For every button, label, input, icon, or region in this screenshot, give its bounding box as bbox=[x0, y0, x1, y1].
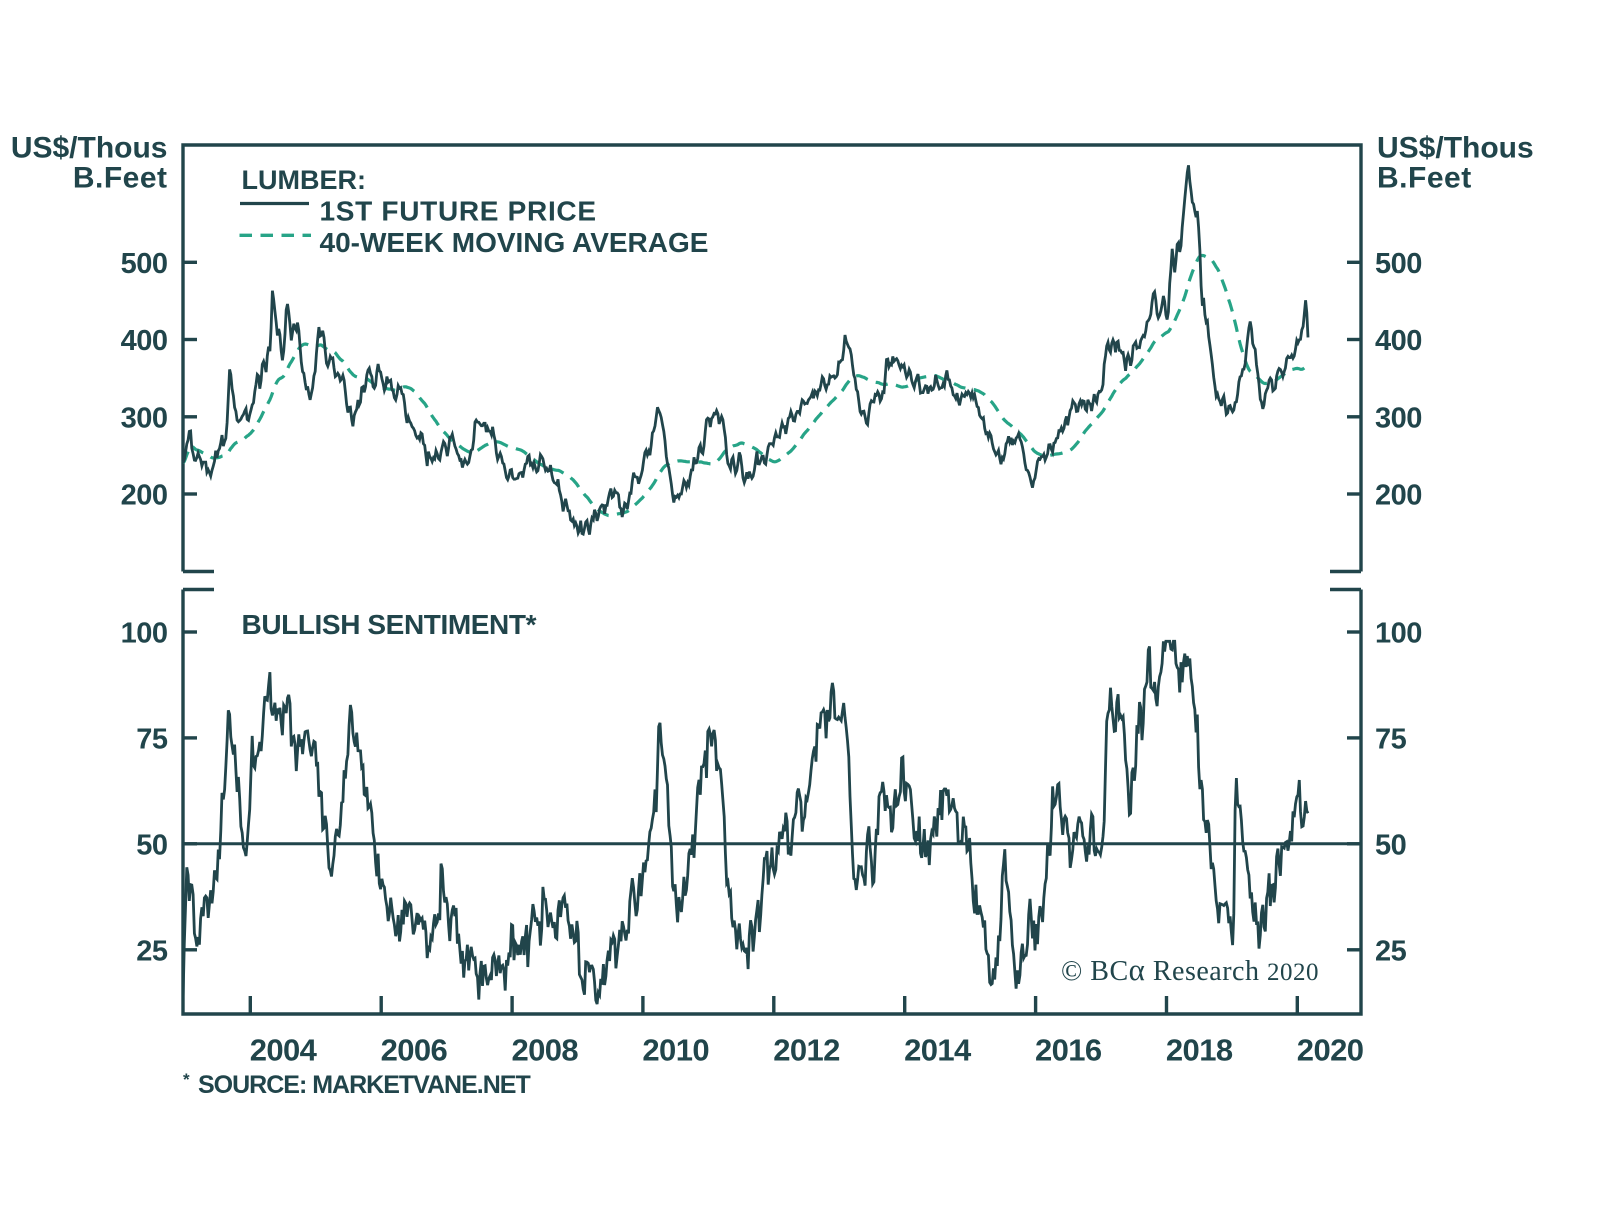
svg-text:2008: 2008 bbox=[512, 1033, 579, 1068]
svg-text:500: 500 bbox=[121, 248, 168, 280]
svg-text:200: 200 bbox=[1375, 479, 1422, 511]
svg-text:1ST FUTURE PRICE: 1ST FUTURE PRICE bbox=[320, 196, 597, 227]
svg-text:B.Feet: B.Feet bbox=[73, 162, 168, 195]
svg-text:100: 100 bbox=[121, 618, 168, 650]
svg-text:100: 100 bbox=[1375, 618, 1422, 650]
svg-text:2006: 2006 bbox=[381, 1033, 448, 1068]
svg-text:2004: 2004 bbox=[250, 1033, 318, 1068]
svg-text:LUMBER:: LUMBER: bbox=[242, 165, 366, 195]
svg-text:300: 300 bbox=[121, 402, 168, 434]
svg-text:2020: 2020 bbox=[1297, 1033, 1364, 1068]
svg-text:*: * bbox=[183, 1070, 190, 1089]
svg-text:B.Feet: B.Feet bbox=[1377, 162, 1472, 195]
svg-text:2016: 2016 bbox=[1035, 1033, 1102, 1068]
svg-text:200: 200 bbox=[121, 479, 168, 511]
svg-text:50: 50 bbox=[136, 829, 167, 861]
svg-text:400: 400 bbox=[1375, 325, 1422, 357]
svg-text:US$/Thous: US$/Thous bbox=[1377, 132, 1534, 165]
svg-text:500: 500 bbox=[1375, 248, 1422, 280]
svg-text:50: 50 bbox=[1375, 829, 1406, 861]
svg-text:25: 25 bbox=[1375, 935, 1407, 967]
svg-text:300: 300 bbox=[1375, 402, 1422, 434]
svg-text:25: 25 bbox=[136, 935, 168, 967]
svg-text:2012: 2012 bbox=[773, 1033, 840, 1068]
svg-text:US$/Thous: US$/Thous bbox=[11, 132, 168, 165]
svg-text:2010: 2010 bbox=[642, 1033, 709, 1068]
svg-text:SOURCE: MARKETVANE.NET: SOURCE: MARKETVANE.NET bbox=[198, 1071, 530, 1099]
svg-text:2018: 2018 bbox=[1166, 1033, 1233, 1068]
svg-text:400: 400 bbox=[121, 325, 168, 357]
svg-text:BULLISH SENTIMENT*: BULLISH SENTIMENT* bbox=[242, 609, 537, 640]
svg-text:75: 75 bbox=[1375, 723, 1407, 755]
svg-text:2014: 2014 bbox=[904, 1033, 972, 1068]
svg-text:75: 75 bbox=[136, 723, 168, 755]
svg-text:40-WEEK MOVING AVERAGE: 40-WEEK MOVING AVERAGE bbox=[320, 227, 709, 258]
